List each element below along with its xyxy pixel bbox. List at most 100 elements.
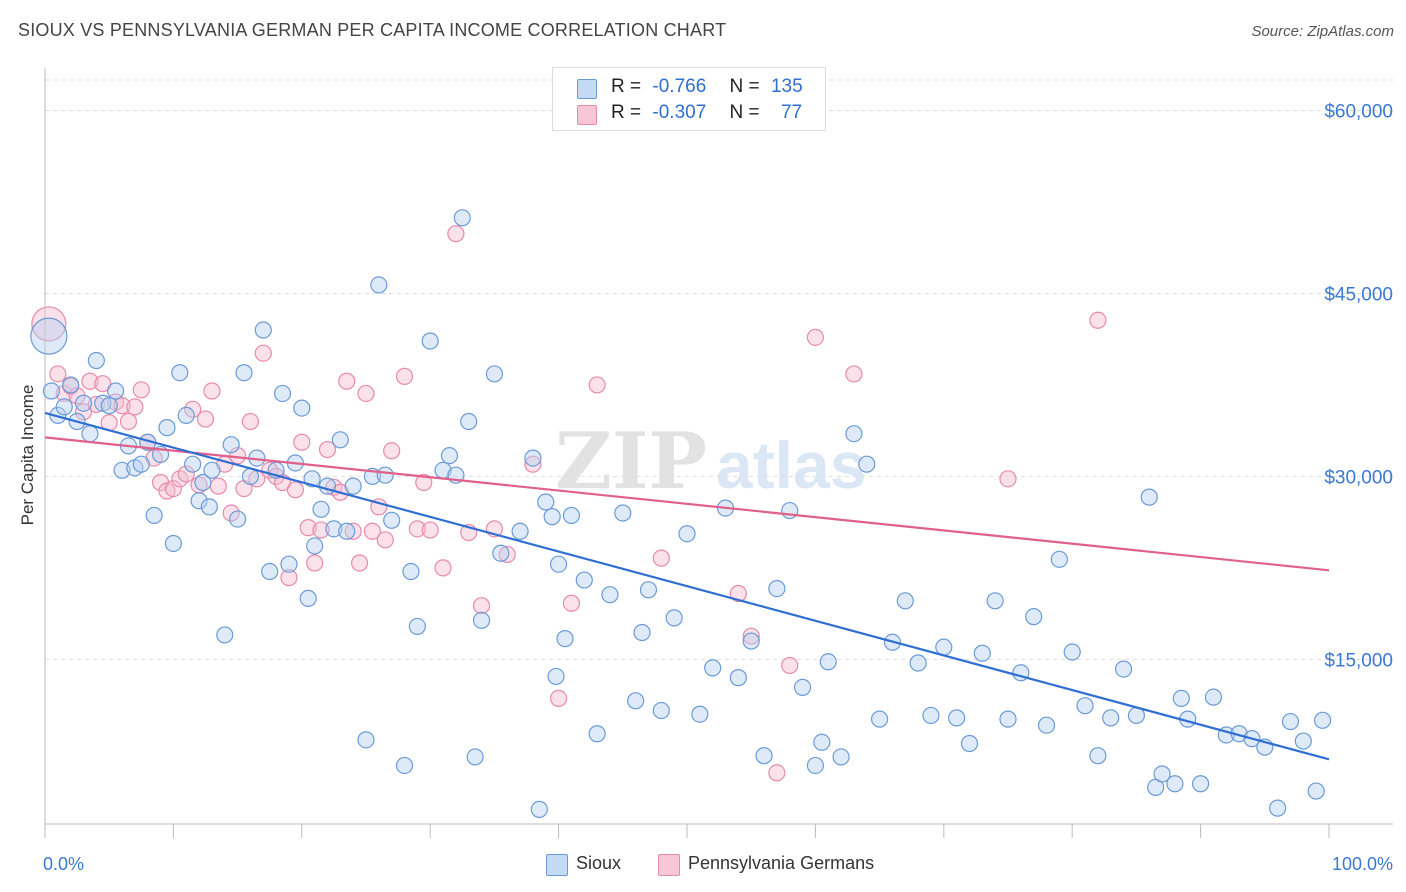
sioux-point [845, 425, 863, 443]
sioux-point [678, 525, 696, 543]
sioux-point [813, 733, 831, 751]
legend-n-value: 135 [770, 76, 803, 97]
sioux-point [948, 709, 966, 727]
sioux-point [312, 500, 330, 518]
sioux-point [485, 365, 503, 383]
pg-point [781, 656, 799, 675]
sioux-point [547, 667, 565, 686]
chart-title: SIOUX VS PENNSYLVANIA GERMAN PER CAPITA … [18, 20, 727, 40]
sioux-point [453, 209, 471, 227]
pg-point [299, 519, 317, 537]
pg-point [87, 395, 105, 414]
pg-point [729, 584, 747, 603]
sioux-point [665, 609, 683, 627]
sioux-point [254, 321, 272, 339]
sioux-point [145, 506, 163, 525]
sioux-point [177, 406, 195, 425]
sioux-point [42, 382, 61, 400]
sioux-point [562, 506, 581, 525]
sioux-point [556, 630, 574, 648]
watermark-logo: ZIP atlas [555, 416, 866, 507]
y-tick-label: $60,000 [1324, 101, 1393, 122]
legend-r-label: R = [611, 102, 642, 123]
sioux-point [273, 384, 292, 403]
sioux-point [395, 756, 414, 775]
pg-point [49, 365, 67, 383]
sioux-point [549, 555, 568, 573]
sioux-point [1153, 765, 1171, 783]
sioux-point [870, 710, 889, 728]
sioux-point [543, 508, 561, 526]
pg-point [768, 764, 786, 782]
sioux-point [530, 800, 548, 818]
sioux-point [768, 580, 786, 598]
sioux-point [793, 678, 812, 696]
sioux-point [402, 562, 420, 581]
pg-point [254, 344, 272, 362]
sioux-point [184, 455, 202, 473]
sioux-point [113, 461, 131, 479]
sioux-point [158, 419, 176, 437]
axes [44, 68, 1393, 838]
sioux-point [935, 638, 953, 656]
pg-point [549, 689, 568, 707]
pg-point [350, 554, 369, 572]
pg-point [363, 522, 382, 540]
sioux-point [588, 725, 606, 743]
sioux-point [421, 332, 439, 350]
sioux-point [81, 425, 99, 443]
sioux-point [472, 611, 491, 629]
sioux-point [440, 447, 459, 465]
bottom-label-sioux: Sioux [576, 853, 622, 873]
sioux-points [30, 209, 1332, 818]
sioux-point [1089, 747, 1107, 765]
sioux-point [524, 449, 542, 467]
sioux-point [1313, 711, 1332, 729]
correlation-legend: R = -0.766 N = 135 R = -0.307 N = 77 [552, 67, 826, 131]
pg-point [293, 433, 311, 451]
y-tick-label: $45,000 [1324, 284, 1393, 305]
legend-r-value: -0.307 [652, 102, 707, 123]
pg-point [113, 397, 131, 415]
pg-point [119, 412, 138, 431]
sioux-point [1114, 660, 1133, 678]
sioux-point [960, 734, 979, 753]
y-tick-label: $30,000 [1324, 467, 1393, 488]
sioux-point [87, 351, 105, 370]
pg-point [241, 412, 260, 431]
source-label: Source: ZipAtlas.com [1251, 23, 1394, 40]
sioux-point [357, 731, 375, 749]
sioux-point [30, 317, 68, 355]
legend-r-value: -0.766 [652, 76, 707, 97]
sioux-point [132, 455, 150, 473]
sioux-point [194, 473, 212, 492]
sioux-point [460, 412, 478, 431]
pg-point [306, 554, 324, 572]
sioux-point [466, 748, 484, 766]
legend-text-sioux: R = -0.766 N = 135 [611, 76, 803, 98]
sioux-point [858, 455, 876, 473]
sioux-point [306, 537, 324, 555]
sioux-point [1140, 488, 1158, 506]
sioux-point [1050, 550, 1068, 568]
pg-point [286, 481, 304, 499]
sioux-point [1102, 709, 1120, 727]
pg-point [524, 455, 542, 473]
x-tick-label: 100.0% [1332, 854, 1393, 874]
sioux-point [229, 510, 247, 528]
pg-point [434, 559, 452, 577]
sioux-point [999, 710, 1017, 728]
sioux-point [704, 659, 722, 677]
sioux-point [293, 399, 311, 417]
trend-lines [44, 411, 1330, 761]
sioux-point [107, 382, 125, 400]
x-tick-label: 0.0% [43, 854, 84, 874]
pg-point [742, 627, 760, 645]
sioux-point [614, 504, 632, 522]
sioux-point [652, 701, 670, 720]
sioux-point [338, 522, 356, 540]
pg-point [177, 465, 195, 483]
pg-point [209, 477, 227, 495]
bottom-label-pg: Pennsylvania Germans [688, 853, 875, 873]
